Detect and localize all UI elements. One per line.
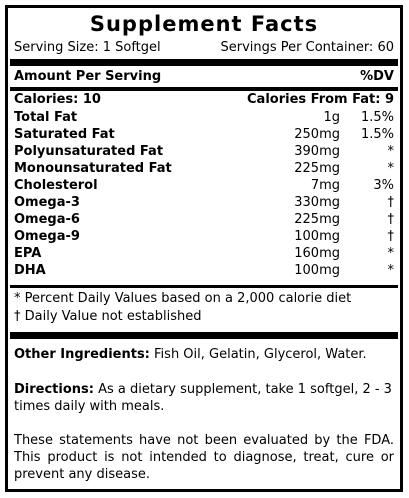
nutrient-name: DHA xyxy=(14,263,46,278)
footnote-not-established: † Daily Value not established xyxy=(14,309,394,325)
nutrient-name: Total Fat xyxy=(14,110,78,125)
nutrient-row-monounsaturated-fat: Monounsaturated Fat 225mg * xyxy=(14,161,394,177)
nutrient-amount: 160mg xyxy=(294,246,340,261)
nutrient-name: Cholesterol xyxy=(14,178,98,193)
nutrient-dv: † xyxy=(387,195,395,210)
other-ingredients-text: Fish Oil, Gelatin, Glycerol, Water. xyxy=(149,347,367,362)
nutrient-amount: 1g xyxy=(323,110,340,125)
nutrient-dv: * xyxy=(387,161,395,176)
nutrient-dv: 1.5% xyxy=(360,110,394,125)
other-ingredients-label: Other Ingredients: xyxy=(14,347,150,362)
dv-header-label: %DV xyxy=(360,69,394,84)
nutrient-dv: 3% xyxy=(373,178,394,193)
amount-per-serving-label: Amount Per Serving xyxy=(14,69,162,84)
nutrient-name: Omega-3 xyxy=(14,195,80,210)
fda-disclaimer: These statements have not been evaluated… xyxy=(14,433,394,482)
nutrient-dv: * xyxy=(387,263,395,278)
directions-text: As a dietary supplement, take 1 softgel,… xyxy=(14,382,392,414)
nutrient-row-cholesterol: Cholesterol 7mg 3% xyxy=(14,178,394,194)
supplement-facts-panel: Supplement Facts Serving Size: 1 Softgel… xyxy=(5,5,403,492)
calories-from-fat-label: Calories From Fat: 9 xyxy=(247,92,394,107)
nutrient-name: Omega-9 xyxy=(14,229,80,244)
serving-row: Serving Size: 1 Softgel Servings Per Con… xyxy=(14,40,394,56)
nutrient-row-dha: DHA 100mg * xyxy=(14,263,394,279)
nutrient-amount: 100mg xyxy=(294,263,340,278)
calories-row: Calories: 10 Calories From Fat: 9 xyxy=(14,92,394,108)
footnote-percent-dv: * Percent Daily Values based on a 2,000 … xyxy=(14,291,394,307)
nutrient-amount: 225mg xyxy=(294,212,340,227)
other-ingredients: Other Ingredients: Fish Oil, Gelatin, Gl… xyxy=(14,346,394,363)
directions: Directions: As a dietary supplement, tak… xyxy=(14,381,394,415)
nutrient-name: Monounsaturated Fat xyxy=(14,161,172,176)
medium-rule xyxy=(10,87,398,91)
nutrient-name: EPA xyxy=(14,246,42,261)
nutrient-dv: * xyxy=(387,144,395,159)
nutrient-amount: 100mg xyxy=(294,229,340,244)
nutrient-row-omega-9: Omega-9 100mg † xyxy=(14,229,394,245)
nutrient-dv: † xyxy=(387,229,395,244)
nutrient-row-total-fat: Total Fat 1g 1.5% xyxy=(14,110,394,126)
nutrient-row-omega-6: Omega-6 225mg † xyxy=(14,212,394,228)
thick-rule-bottom xyxy=(10,332,398,339)
rule-footnotes xyxy=(10,285,398,288)
directions-label: Directions: xyxy=(14,382,94,397)
nutrient-amount: 225mg xyxy=(294,161,340,176)
nutrient-dv: 1.5% xyxy=(360,127,394,142)
amount-header-row: Amount Per Serving %DV xyxy=(14,69,394,85)
footnote-percent-dv-text: * Percent Daily Values based on a 2,000 … xyxy=(14,291,352,306)
nutrient-name: Polyunsaturated Fat xyxy=(14,144,164,159)
nutrient-name: Saturated Fat xyxy=(14,127,115,142)
nutrient-row-omega-3: Omega-3 330mg † xyxy=(14,195,394,211)
calories-label: Calories: 10 xyxy=(14,92,101,107)
nutrient-row-saturated-fat: Saturated Fat 250mg 1.5% xyxy=(14,127,394,143)
servings-per-container: Servings Per Container: 60 xyxy=(220,40,394,55)
nutrient-dv: † xyxy=(387,212,395,227)
footnote-not-established-text: † Daily Value not established xyxy=(14,309,202,324)
nutrient-amount: 390mg xyxy=(294,144,340,159)
nutrient-amount: 330mg xyxy=(294,195,340,210)
nutrient-dv: * xyxy=(387,246,395,261)
thick-rule-top xyxy=(10,59,398,66)
nutrient-row-epa: EPA 160mg * xyxy=(14,246,394,262)
serving-size: Serving Size: 1 Softgel xyxy=(14,40,161,55)
panel-title: Supplement Facts xyxy=(89,12,319,36)
nutrient-name: Omega-6 xyxy=(14,212,80,227)
nutrient-amount: 7mg xyxy=(310,178,340,193)
nutrient-row-polyunsaturated-fat: Polyunsaturated Fat 390mg * xyxy=(14,144,394,160)
nutrient-amount: 250mg xyxy=(294,127,340,142)
